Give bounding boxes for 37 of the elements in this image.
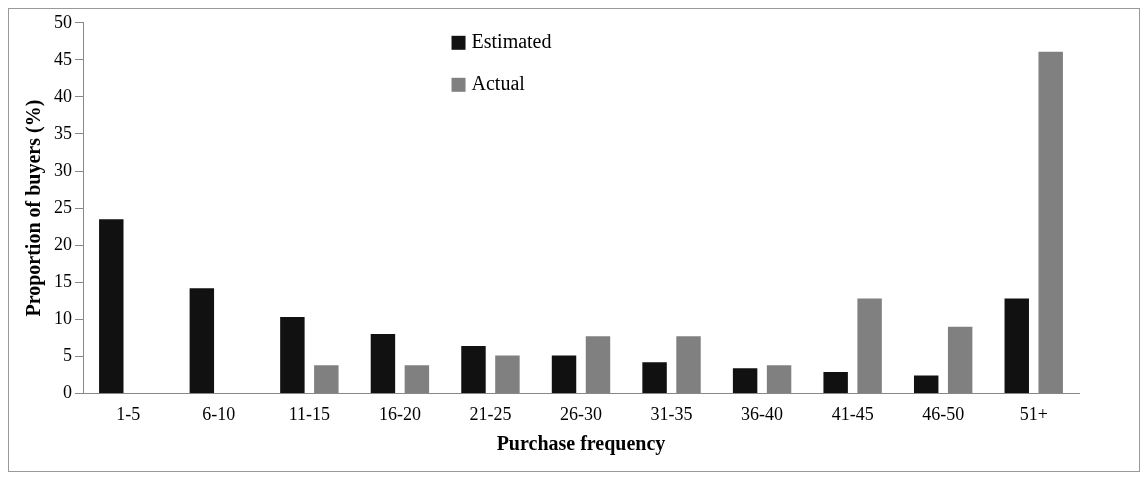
- bar: [370, 334, 396, 393]
- bar: [280, 317, 305, 393]
- legend-label: Estimated: [471, 30, 552, 53]
- y-tick-label: 10: [54, 308, 72, 329]
- x-tick-label: 31-35: [650, 403, 693, 424]
- y-tick-label: 25: [54, 196, 72, 217]
- x-tick-label: 51+: [1019, 403, 1048, 424]
- y-tick-label: 0: [63, 382, 72, 403]
- bar: [189, 288, 215, 393]
- x-tick-label: 6-10: [202, 403, 236, 424]
- bar: [823, 371, 848, 393]
- x-tick-label: 1-5: [116, 403, 141, 424]
- y-tick-label: 5: [63, 345, 72, 366]
- x-tick-label: 11-15: [288, 403, 331, 424]
- bar: [99, 219, 124, 393]
- y-tick-label: 15: [54, 270, 72, 291]
- y-axis-title: Proportion of buyers (%): [22, 99, 46, 317]
- x-tick-label: 41-45: [831, 403, 874, 424]
- y-tick-label: 35: [54, 122, 72, 143]
- y-tick-label: 50: [54, 11, 72, 32]
- bar: [551, 355, 577, 393]
- x-tick-label: 46-50: [922, 403, 965, 424]
- y-tick-label: 40: [54, 85, 72, 106]
- x-tick-label: 21-25: [469, 403, 512, 424]
- bar: [461, 345, 486, 393]
- x-tick-label: 36-40: [741, 403, 784, 424]
- bar: [732, 368, 758, 393]
- bar: [1004, 298, 1029, 393]
- bar: [642, 362, 667, 393]
- x-tick-label: 16-20: [378, 403, 421, 424]
- y-tick-label: 45: [54, 48, 72, 69]
- bar: [913, 375, 939, 393]
- x-axis-title: Purchase frequency: [496, 432, 666, 456]
- legend-label: Actual: [471, 72, 526, 95]
- x-tick-label: 26-30: [560, 403, 602, 424]
- y-tick-label: 30: [54, 159, 72, 180]
- y-tick-label: 20: [54, 233, 72, 254]
